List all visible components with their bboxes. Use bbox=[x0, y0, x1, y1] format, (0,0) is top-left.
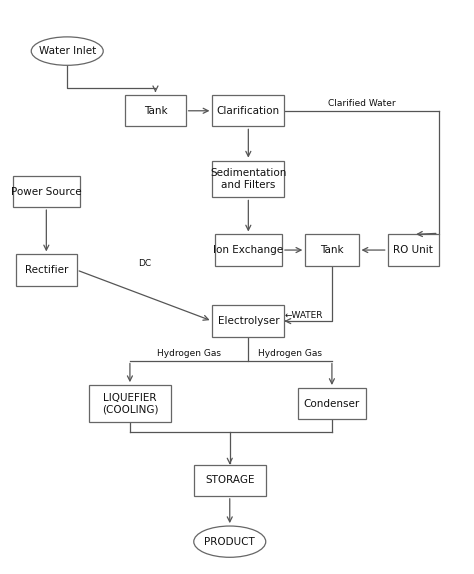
Text: Clarified Water: Clarified Water bbox=[328, 99, 395, 108]
FancyBboxPatch shape bbox=[305, 234, 359, 266]
Text: Power Source: Power Source bbox=[11, 187, 82, 196]
Text: Rectifier: Rectifier bbox=[25, 265, 68, 275]
FancyBboxPatch shape bbox=[212, 95, 284, 126]
Text: RO Unit: RO Unit bbox=[393, 245, 433, 255]
FancyBboxPatch shape bbox=[16, 254, 76, 286]
Text: Ion Exchange: Ion Exchange bbox=[213, 245, 283, 255]
Text: Clarification: Clarification bbox=[217, 106, 280, 116]
Text: Tank: Tank bbox=[320, 245, 344, 255]
FancyBboxPatch shape bbox=[194, 464, 266, 496]
FancyBboxPatch shape bbox=[388, 234, 439, 266]
FancyBboxPatch shape bbox=[125, 95, 186, 126]
Text: LIQUEFIER
(COOLING): LIQUEFIER (COOLING) bbox=[101, 393, 158, 414]
FancyBboxPatch shape bbox=[212, 305, 284, 337]
Ellipse shape bbox=[31, 37, 103, 65]
Text: Electrolyser: Electrolyser bbox=[218, 316, 279, 326]
Text: Condenser: Condenser bbox=[304, 398, 360, 409]
Text: Hydrogen Gas: Hydrogen Gas bbox=[258, 350, 322, 358]
Text: DC: DC bbox=[138, 259, 151, 267]
FancyBboxPatch shape bbox=[215, 234, 282, 266]
Text: STORAGE: STORAGE bbox=[205, 475, 255, 485]
Text: Hydrogen Gas: Hydrogen Gas bbox=[157, 350, 221, 358]
Text: ←WATER: ←WATER bbox=[284, 311, 323, 320]
Ellipse shape bbox=[194, 526, 266, 557]
Text: PRODUCT: PRODUCT bbox=[204, 537, 255, 546]
FancyBboxPatch shape bbox=[298, 388, 365, 419]
Text: Tank: Tank bbox=[144, 106, 167, 116]
FancyBboxPatch shape bbox=[89, 385, 171, 422]
FancyBboxPatch shape bbox=[13, 176, 80, 207]
Text: Sedimentation
and Filters: Sedimentation and Filters bbox=[210, 168, 286, 190]
FancyBboxPatch shape bbox=[212, 161, 284, 197]
Text: Water Inlet: Water Inlet bbox=[38, 46, 96, 56]
